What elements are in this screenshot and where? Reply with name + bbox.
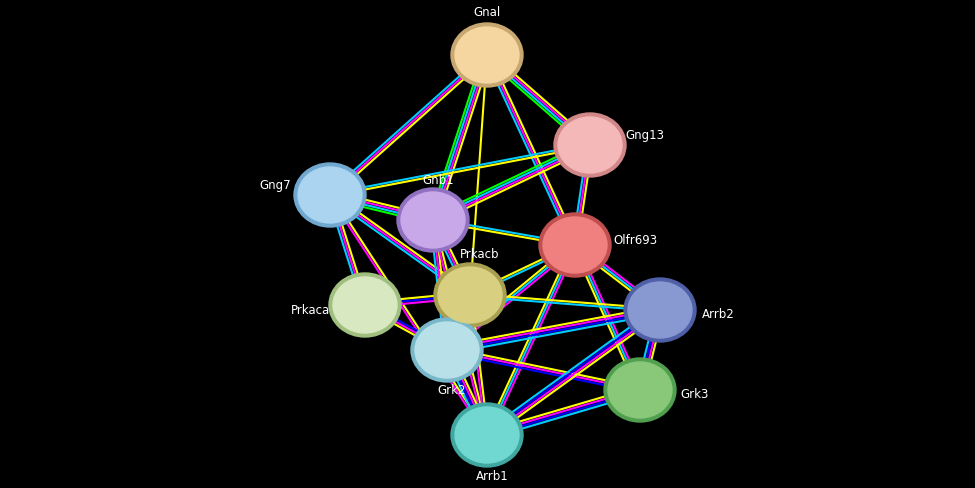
Ellipse shape [455,407,519,463]
Ellipse shape [415,322,479,378]
Ellipse shape [628,282,692,338]
Text: Gnb1: Gnb1 [422,174,453,186]
Ellipse shape [298,167,362,223]
Text: Grk2: Grk2 [438,384,466,396]
Text: Arrb2: Arrb2 [702,308,734,322]
Text: Prkacb: Prkacb [460,248,500,262]
Ellipse shape [608,362,672,418]
Text: Arrb1: Arrb1 [476,470,508,484]
Ellipse shape [401,192,465,248]
Ellipse shape [434,263,506,327]
Ellipse shape [333,277,397,333]
Text: Prkaca: Prkaca [291,304,330,317]
Ellipse shape [329,273,401,337]
Text: Grk3: Grk3 [681,388,709,402]
Ellipse shape [411,318,483,382]
Ellipse shape [455,27,519,83]
Ellipse shape [554,113,626,177]
Ellipse shape [558,117,622,173]
Ellipse shape [604,358,676,422]
Text: Gng7: Gng7 [259,179,291,191]
Ellipse shape [624,278,696,342]
Ellipse shape [539,213,611,277]
Ellipse shape [438,267,502,323]
Text: Olfr693: Olfr693 [613,233,657,246]
Ellipse shape [451,23,523,87]
Ellipse shape [294,163,366,227]
Text: Gnal: Gnal [474,6,500,20]
Ellipse shape [451,403,523,467]
Text: Gng13: Gng13 [626,128,665,142]
Ellipse shape [543,217,607,273]
Ellipse shape [397,188,469,252]
